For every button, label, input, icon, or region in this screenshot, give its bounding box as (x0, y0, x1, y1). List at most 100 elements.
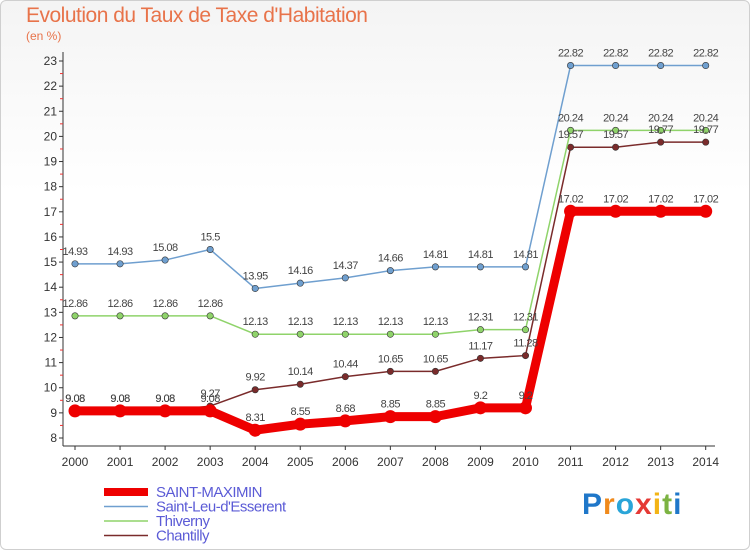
data-label: 9.08 (65, 393, 85, 405)
data-label: 10.65 (378, 353, 403, 365)
data-label: 15.5 (200, 232, 220, 244)
data-point (341, 373, 349, 381)
y-tick-label: 23 (44, 54, 58, 68)
data-point (206, 246, 214, 254)
data-label: 15.08 (153, 242, 178, 254)
data-point (386, 367, 394, 375)
y-tick-label: 19 (44, 155, 58, 169)
data-point (206, 312, 214, 320)
data-point (612, 126, 620, 134)
x-tick-label: 2013 (647, 455, 674, 469)
x-tick-label: 2008 (422, 455, 449, 469)
data-point (203, 404, 217, 418)
x-tick-label: 2009 (467, 455, 494, 469)
logo-letter: r (603, 488, 616, 521)
data-label: 14.93 (62, 246, 87, 258)
y-tick-label: 17 (44, 205, 58, 219)
data-point (654, 204, 668, 218)
x-tick-label: 2010 (512, 455, 539, 469)
data-point (699, 204, 713, 218)
y-tick-label: 9 (50, 406, 57, 420)
y-tick-label: 10 (44, 381, 58, 395)
data-point (251, 330, 259, 338)
data-label: 9.2 (474, 390, 488, 402)
data-label: 20.24 (558, 112, 583, 124)
x-tick-label: 2000 (62, 455, 89, 469)
data-label: 19.57 (603, 129, 628, 141)
data-label: 17.02 (558, 193, 583, 205)
data-point (251, 386, 259, 394)
data-label: 19.77 (693, 124, 718, 136)
data-label: 22.82 (648, 48, 673, 60)
data-point (296, 279, 304, 287)
data-label: 11.28 (513, 338, 538, 350)
x-tick-label: 2001 (107, 455, 134, 469)
data-point (293, 417, 307, 431)
data-point (567, 143, 575, 151)
y-tick-label: 16 (44, 230, 58, 244)
data-label: 13.95 (243, 270, 268, 282)
data-label: 22.82 (693, 48, 718, 60)
x-tick-label: 2003 (197, 455, 224, 469)
logo-letter: o (615, 488, 636, 521)
data-label: 12.13 (243, 316, 268, 328)
data-point (113, 404, 127, 418)
data-label: 12.31 (513, 312, 538, 324)
data-label: 8.55 (291, 406, 311, 418)
data-label: 14.16 (288, 265, 313, 277)
data-point (476, 263, 484, 271)
data-point (473, 401, 487, 415)
data-label: 12.13 (288, 316, 313, 328)
data-point (567, 62, 575, 70)
data-point (386, 267, 394, 275)
data-point (702, 138, 710, 146)
data-label: 8.68 (336, 403, 356, 415)
data-label: 12.86 (198, 298, 223, 310)
y-tick-label: 21 (44, 104, 58, 118)
x-tick-label: 2011 (558, 455, 584, 469)
data-label: 22.82 (558, 48, 583, 60)
logo-letter: P (582, 488, 604, 521)
data-point (251, 284, 259, 292)
data-point (248, 423, 262, 437)
logo-letter: x (635, 488, 653, 521)
proxiti-logo: Proxiti (582, 488, 682, 522)
data-point (296, 330, 304, 338)
data-label: 14.81 (513, 249, 538, 261)
data-label: 17.02 (603, 193, 628, 205)
x-tick-label: 2007 (377, 455, 404, 469)
logo-letter: i (652, 488, 663, 521)
data-point (521, 352, 529, 360)
data-label: 14.93 (108, 246, 133, 258)
data-label: 9.2 (519, 390, 533, 402)
data-label: 8.85 (381, 399, 401, 411)
y-tick-label: 8 (50, 431, 57, 445)
data-label: 14.81 (468, 249, 493, 261)
data-point (612, 143, 620, 151)
y-tick-label: 20 (44, 129, 58, 143)
data-label: 10.44 (333, 359, 358, 371)
data-point (609, 204, 623, 218)
data-label: 17.02 (693, 193, 718, 205)
data-point (657, 126, 665, 134)
data-point (116, 260, 124, 268)
data-label: 10.14 (288, 366, 313, 378)
data-label: 19.57 (558, 129, 583, 141)
data-point (296, 380, 304, 388)
data-label: 9.08 (200, 393, 220, 405)
data-point (476, 354, 484, 362)
data-label: 9.08 (110, 393, 130, 405)
data-point (341, 274, 349, 282)
data-point (564, 204, 578, 218)
data-label: 14.37 (333, 260, 358, 272)
data-point (161, 312, 169, 320)
x-tick-label: 2014 (692, 455, 719, 469)
data-label: 20.24 (693, 112, 718, 124)
data-point (341, 330, 349, 338)
y-tick-label: 11 (45, 356, 58, 370)
y-tick-label: 15 (44, 255, 58, 269)
y-tick-label: 18 (44, 180, 58, 194)
data-label: 11.17 (468, 340, 493, 352)
data-point (702, 62, 710, 70)
